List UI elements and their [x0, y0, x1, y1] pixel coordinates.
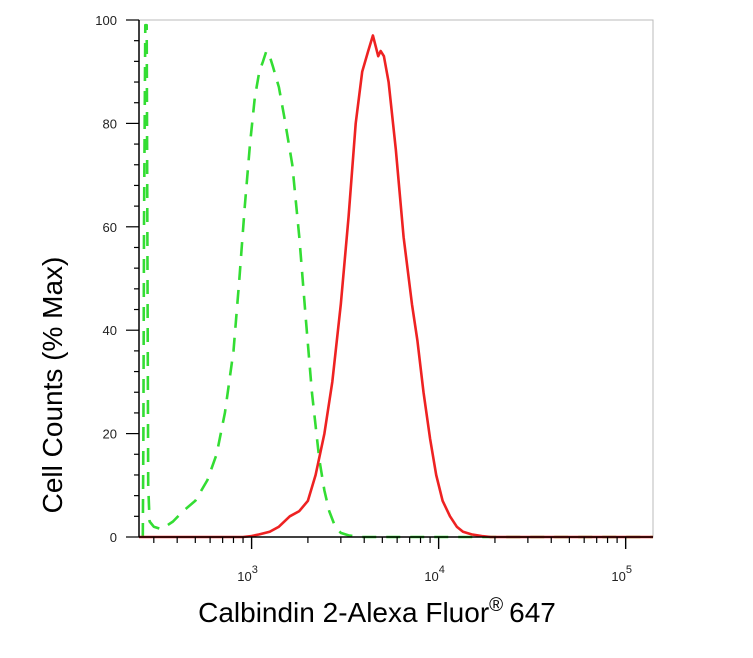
y-tick-label: 80 [103, 116, 117, 131]
x-tick-label: 103 [237, 564, 258, 584]
y-tick-label: 0 [110, 530, 117, 545]
y-tick-label: 60 [103, 220, 117, 235]
y-axis-title-text: Cell Counts (% Max) [37, 257, 68, 514]
x-ticks-layer [153, 537, 627, 549]
x-tick-label-exponent: 3 [252, 564, 258, 576]
x-axis-title-suffix: 647 [509, 597, 556, 628]
x-tick-label-base: 10 [237, 569, 251, 584]
curves-layer [139, 23, 653, 539]
series-line-1 [141, 23, 653, 539]
x-axis-title-registered: ® [489, 595, 503, 616]
y-tick-label: 100 [95, 13, 117, 28]
x-tick-label-exponent: 5 [626, 564, 632, 576]
x-tick-labels-layer: 103 104 105 [237, 564, 632, 584]
y-axis-title: Cell Counts (% Max) [37, 257, 68, 514]
y-ticks-layer [126, 19, 139, 538]
plot-frame [138, 19, 654, 538]
y-tick-label: 20 [103, 427, 117, 442]
x-tick-label-base: 10 [611, 569, 625, 584]
x-tick-label-exponent: 4 [439, 564, 445, 576]
x-axis-title: Calbindin 2-Alexa Fluor® 647 [198, 595, 556, 628]
y-tick-label: 40 [103, 323, 117, 338]
x-tick-label: 105 [611, 564, 632, 584]
y-tick-labels-layer: 0 20 40 60 80 100 [95, 13, 117, 545]
series-line-2 [139, 34, 653, 539]
x-axis-title-text: Calbindin 2-Alexa Fluor [198, 597, 489, 628]
x-tick-label-base: 10 [424, 569, 438, 584]
x-tick-label: 104 [424, 564, 445, 584]
